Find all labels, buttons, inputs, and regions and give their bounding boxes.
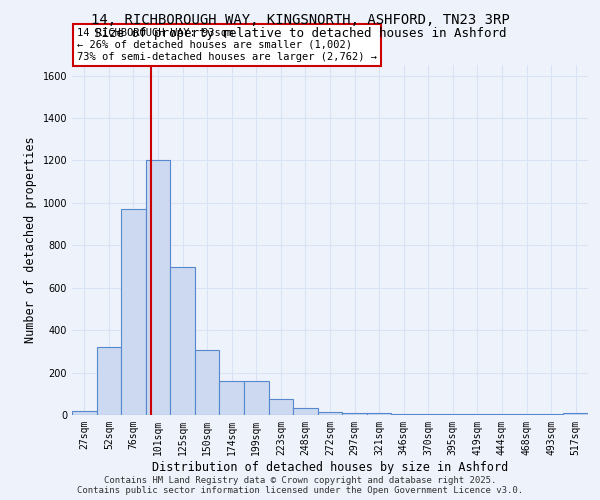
Bar — [97, 347, 121, 415]
Bar — [220, 382, 244, 415]
Bar — [440, 414, 465, 415]
X-axis label: Distribution of detached houses by size in Ashford: Distribution of detached houses by size … — [152, 460, 508, 473]
Bar — [170, 266, 195, 415]
Text: 14, RICHBOROUGH WAY, KINGSNORTH, ASHFORD, TN23 3RP: 14, RICHBOROUGH WAY, KINGSNORTH, ASHFORD… — [91, 12, 509, 26]
Bar — [563, 414, 588, 415]
Bar — [367, 414, 391, 415]
Bar — [195, 350, 220, 415]
Bar — [514, 414, 539, 415]
Bar — [318, 412, 342, 415]
Bar — [293, 408, 318, 415]
Bar — [539, 414, 563, 415]
Text: Contains HM Land Registry data © Crown copyright and database right 2025.
Contai: Contains HM Land Registry data © Crown c… — [77, 476, 523, 495]
Bar — [146, 160, 170, 415]
Bar — [342, 413, 367, 415]
Bar — [465, 414, 490, 415]
Text: 14 RICHBOROUGH WAY: 93sqm
← 26% of detached houses are smaller (1,002)
73% of se: 14 RICHBOROUGH WAY: 93sqm ← 26% of detac… — [77, 28, 377, 62]
Text: Size of property relative to detached houses in Ashford: Size of property relative to detached ho… — [94, 28, 506, 40]
Bar — [121, 209, 146, 415]
Bar — [490, 414, 514, 415]
Bar — [416, 414, 440, 415]
Bar — [244, 382, 269, 415]
Bar — [391, 414, 416, 415]
Bar — [269, 398, 293, 415]
Y-axis label: Number of detached properties: Number of detached properties — [24, 136, 37, 344]
Bar — [72, 411, 97, 415]
